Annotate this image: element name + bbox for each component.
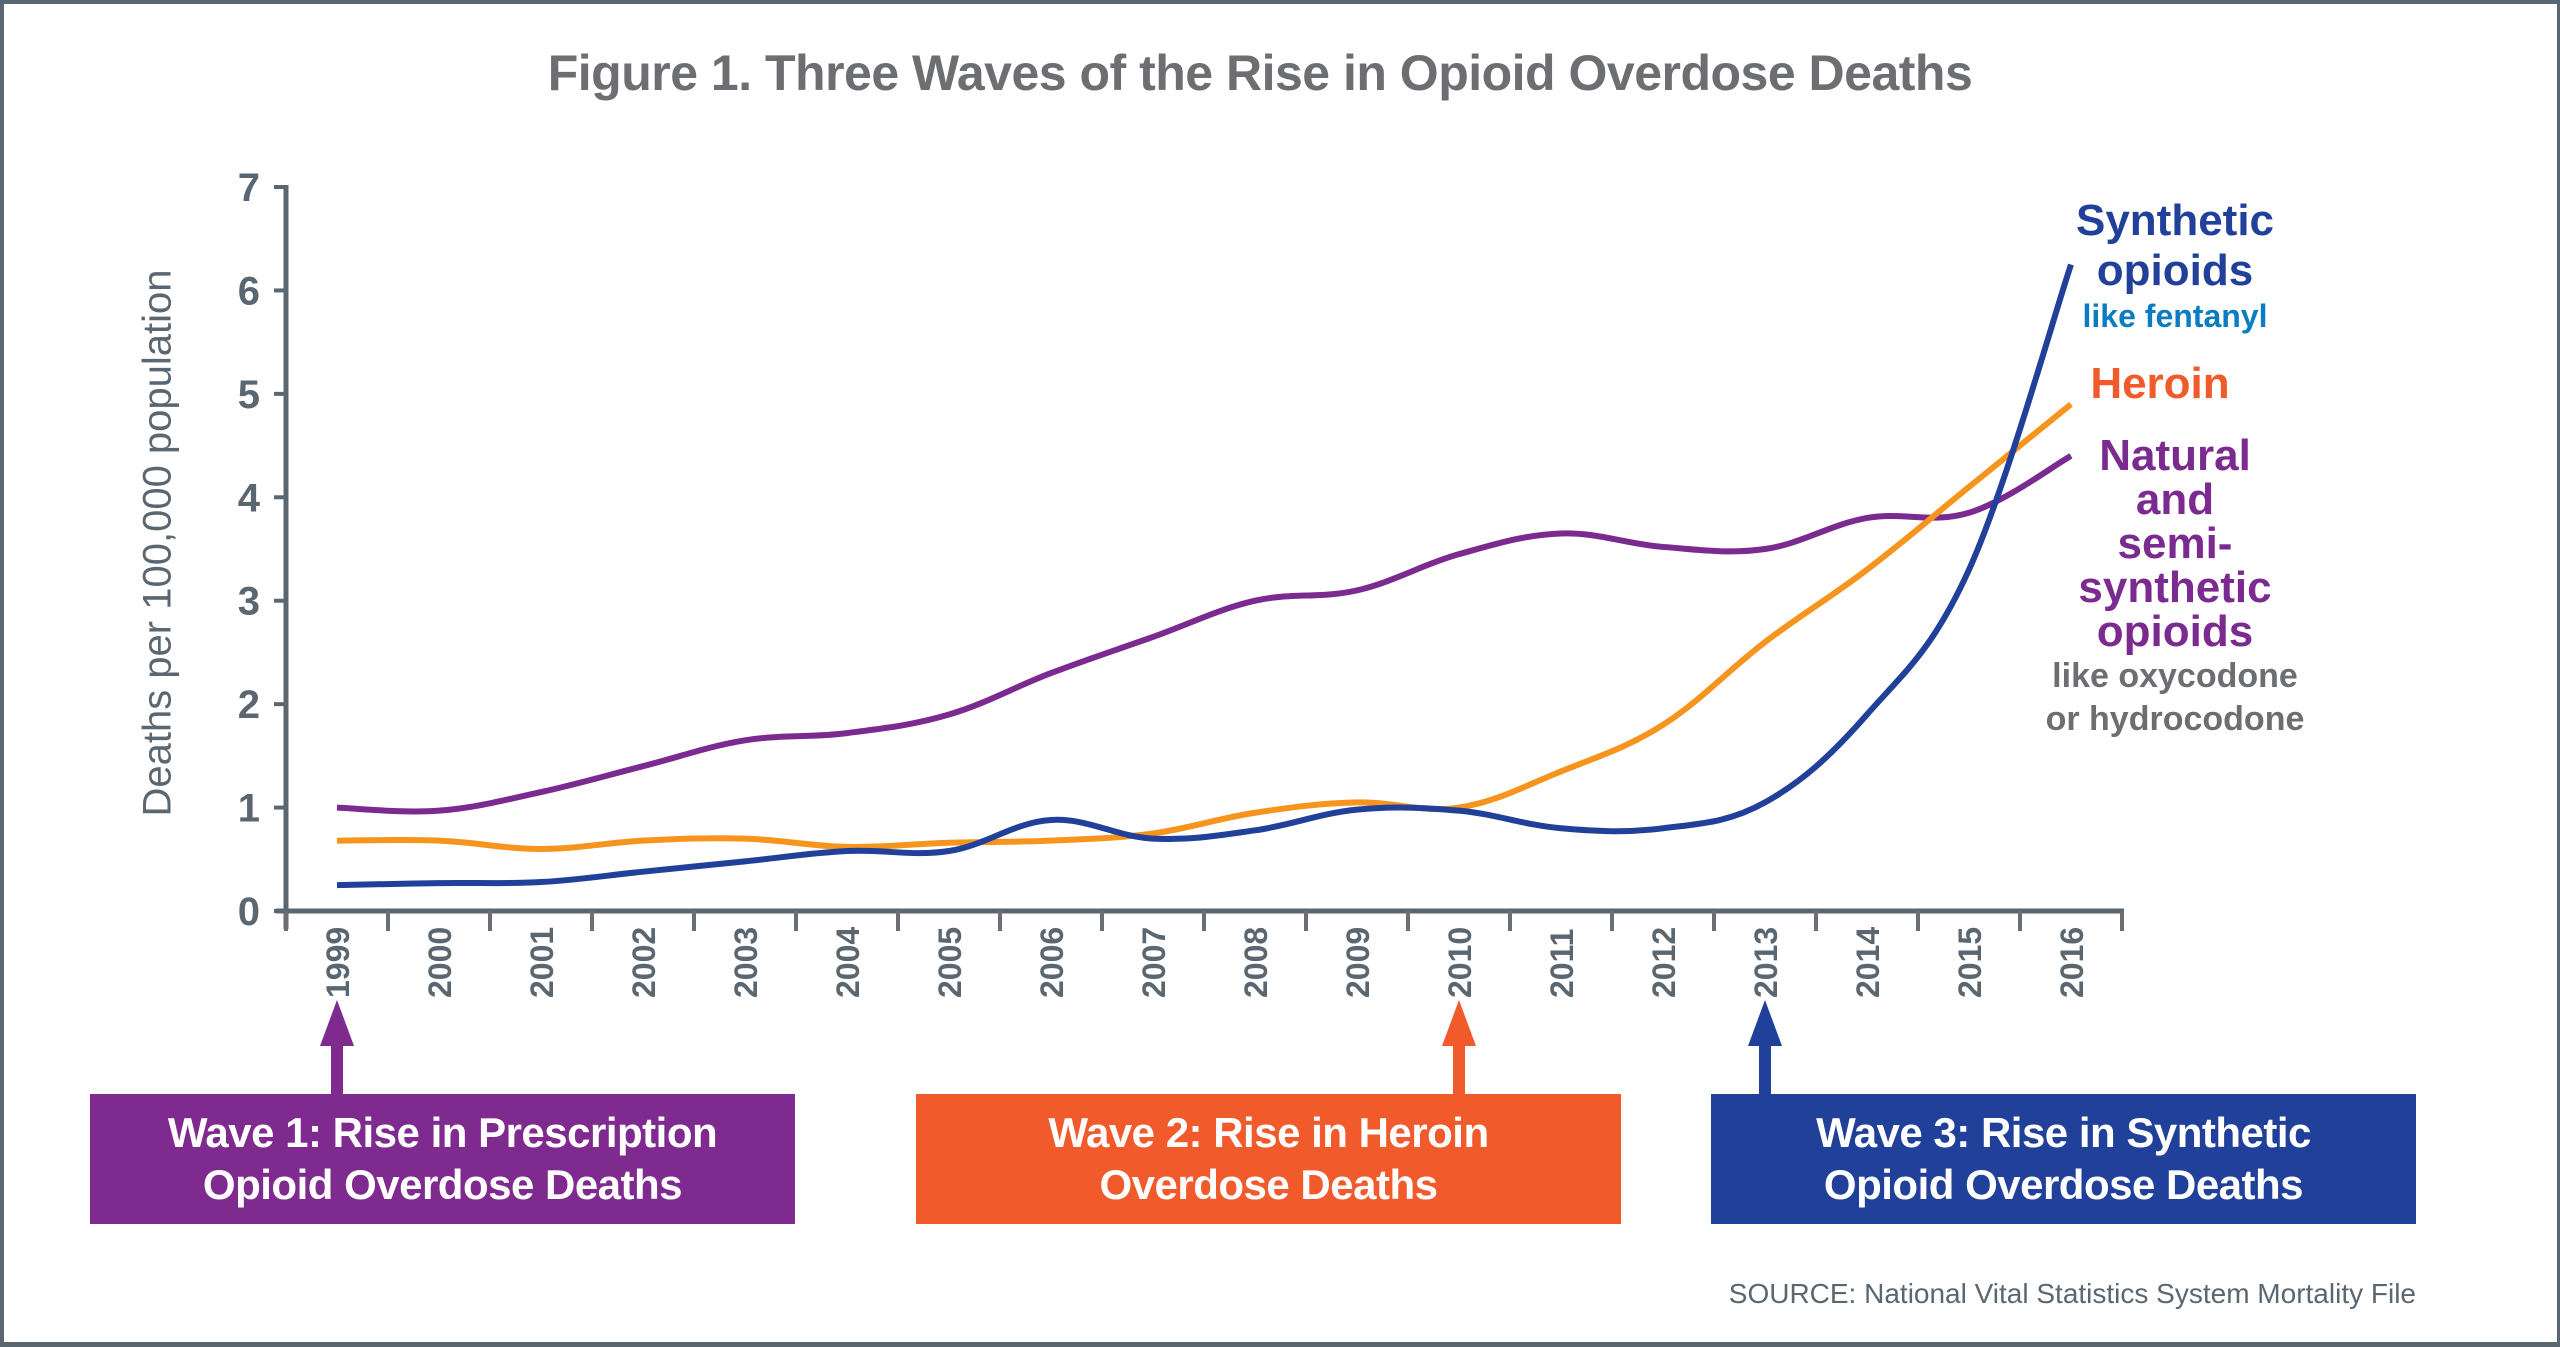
wave-3-box: Wave 3: Rise in Synthetic Opioid Overdos…	[1711, 1094, 2416, 1224]
wave-3-line1: Wave 3: Rise in Synthetic	[1816, 1109, 2311, 1156]
label-synthetic-main-1: Synthetic	[2075, 196, 2275, 245]
x-tick-label: 2008	[1238, 927, 1274, 998]
x-tick-label: 2002	[626, 927, 662, 998]
label-natural-main-1: Natural	[2099, 431, 2251, 480]
y-tick-label: 0	[238, 890, 260, 934]
wave-1-arrow	[320, 1000, 354, 1094]
arrow-shaft	[331, 1042, 343, 1094]
y-tick-label: 7	[238, 166, 260, 210]
label-synthetic-main-2: opioids	[2096, 246, 2254, 295]
x-tick-label: 2016	[2054, 927, 2090, 998]
wave-3-arrow	[1748, 1000, 1782, 1094]
x-tick-label: 2015	[1952, 927, 1988, 998]
wave-2-box: Wave 2: Rise in Heroin Overdose Deaths	[916, 1094, 1621, 1224]
series-natural-semi-synthetic-line	[336, 453, 2073, 815]
x-tick-label: 2005	[932, 927, 968, 998]
x-tick-label: 2011	[1544, 929, 1580, 998]
wave-1-line1: Wave 1: Rise in Prescription	[167, 1109, 718, 1156]
arrow-head-icon	[320, 1000, 354, 1046]
x-tick-label: 2010	[1442, 927, 1478, 998]
label-synthetic-sub: like fentanyl	[2082, 298, 2268, 334]
label-heroin: Heroin	[2090, 359, 2230, 408]
series-heroin-line	[336, 401, 2073, 852]
x-tick-label: 2013	[1748, 927, 1784, 998]
x-tick-label: 2009	[1340, 927, 1376, 998]
label-natural-main-4: synthetic	[2078, 563, 2272, 612]
y-tick-label: 6	[238, 269, 260, 313]
series-synthetic-line	[336, 263, 2074, 889]
y-tick-label: 1	[238, 787, 260, 831]
wave-1-line2: Opioid Overdose Deaths	[202, 1161, 683, 1208]
source-note: SOURCE: National Vital Statistics System…	[1728, 1278, 2416, 1309]
x-tick-label: 2001	[524, 927, 560, 998]
label-natural-sub-1: like oxycodone	[2052, 657, 2298, 695]
y-tick-label: 4	[238, 476, 261, 520]
arrow-shaft	[1453, 1042, 1465, 1094]
axes	[274, 185, 2124, 931]
x-tick-label: 2003	[728, 927, 764, 998]
y-tick-label: 5	[238, 373, 260, 417]
arrow-head-icon	[1442, 1000, 1476, 1046]
chart-title: Figure 1. Three Waves of the Rise in Opi…	[547, 45, 1973, 101]
x-tick-label: 1999	[320, 927, 356, 998]
x-tick-label: 2000	[422, 927, 458, 998]
series-lines	[336, 263, 2074, 889]
label-natural-sub-2: or hydrocodone	[2045, 700, 2305, 738]
arrow-shaft	[1759, 1042, 1771, 1094]
x-tick-label: 2014	[1850, 927, 1886, 998]
x-tick-label: 2012	[1646, 927, 1682, 998]
arrow-head-icon	[1748, 1000, 1782, 1046]
x-tick-label: 2007	[1136, 927, 1172, 998]
label-natural-main-2: and	[2135, 475, 2215, 524]
wave-2-arrow	[1442, 1000, 1476, 1094]
label-natural-semi-synthetic: Natural and semi- synthetic opioids like…	[2005, 434, 2345, 740]
y-tick-label: 2	[238, 683, 260, 727]
label-synthetic-opioids: Synthetic opioids like fentanyl	[2030, 196, 2320, 332]
wave-arrows	[320, 1000, 1782, 1094]
wave-2-line2: Overdose Deaths	[1099, 1161, 1438, 1208]
wave-3-line2: Opioid Overdose Deaths	[1823, 1161, 2304, 1208]
wave-1-box: Wave 1: Rise in Prescription Opioid Over…	[90, 1094, 795, 1224]
wave-2-line1: Wave 2: Rise in Heroin	[1048, 1109, 1489, 1156]
x-tick-label: 2006	[1034, 927, 1070, 998]
x-tick-label: 2004	[830, 927, 866, 998]
label-natural-main-5: opioids	[2096, 607, 2254, 656]
y-tick-label: 3	[238, 580, 260, 624]
tick-labels: 0 1 2 3 4 5 6 7 1999 2000 2001 2002 2003 2004 2005 2006…	[238, 166, 2090, 998]
label-natural-main-3: semi-	[2117, 519, 2233, 568]
